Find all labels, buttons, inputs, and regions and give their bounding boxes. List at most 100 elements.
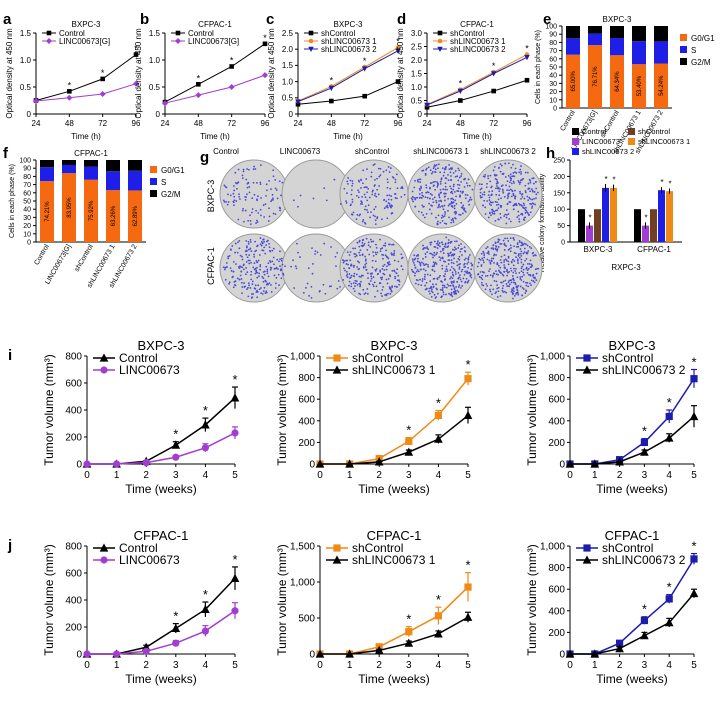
colony-dot bbox=[440, 178, 443, 181]
colony-dot bbox=[264, 203, 267, 206]
colony-dot bbox=[359, 285, 361, 288]
colony-dot bbox=[458, 263, 460, 266]
colony-dot bbox=[509, 173, 512, 176]
colony-dot bbox=[525, 258, 528, 260]
colony-dot bbox=[381, 295, 383, 297]
colony-dot bbox=[433, 264, 436, 266]
colony-dot bbox=[428, 202, 430, 205]
x-tick-label: 5 bbox=[691, 660, 697, 671]
colony-dot bbox=[418, 210, 420, 213]
significance-star: * bbox=[612, 176, 615, 185]
colony-dot bbox=[504, 258, 507, 261]
y-tick-label: 60 bbox=[23, 190, 31, 197]
colony-dot bbox=[416, 260, 419, 263]
colony-dot bbox=[411, 198, 414, 201]
colony-dot bbox=[463, 209, 466, 211]
x-axis-label: Time (weeks) bbox=[358, 672, 430, 686]
colony-dot bbox=[434, 188, 437, 191]
x-tick-label: 3 bbox=[642, 470, 648, 481]
data-point bbox=[463, 612, 473, 621]
colony-dot bbox=[257, 212, 260, 214]
colony-dot bbox=[422, 195, 425, 198]
bar-value-label: 65.00% bbox=[571, 71, 577, 92]
colony-dot bbox=[431, 265, 434, 268]
colony-dot bbox=[514, 283, 517, 286]
colony-dot bbox=[470, 262, 473, 265]
colony-dot bbox=[238, 195, 241, 198]
colony-dot bbox=[524, 259, 526, 262]
colony-dot bbox=[394, 285, 396, 288]
colony-dot bbox=[503, 264, 506, 266]
colony-dot bbox=[389, 287, 392, 289]
colony-dot bbox=[362, 238, 365, 241]
colony-dot bbox=[412, 271, 415, 273]
colony-dot bbox=[374, 243, 377, 246]
colony-dot bbox=[420, 284, 423, 286]
x-tick-label: 24 bbox=[32, 119, 41, 128]
data-point bbox=[171, 623, 181, 632]
data-point bbox=[615, 643, 624, 653]
y-tick-label: 400 bbox=[298, 416, 315, 427]
colony-dot bbox=[464, 257, 467, 260]
colony-dot bbox=[499, 212, 502, 215]
colony-dot bbox=[259, 268, 262, 271]
colony-dot bbox=[419, 196, 422, 199]
colony-dot bbox=[515, 246, 518, 248]
colony-dot bbox=[496, 201, 499, 204]
significance-star: * bbox=[525, 44, 529, 54]
colony-dot bbox=[450, 221, 452, 224]
data-point bbox=[457, 88, 464, 95]
colony-dot bbox=[278, 284, 280, 287]
data-point bbox=[142, 459, 150, 467]
colony-dot bbox=[238, 278, 241, 281]
colony-dot bbox=[488, 288, 491, 291]
colony-dot bbox=[532, 202, 535, 205]
colony-dot bbox=[532, 177, 535, 180]
colony-dot bbox=[520, 179, 522, 182]
colony-dot bbox=[440, 257, 442, 260]
colony-dot bbox=[366, 292, 369, 295]
colony-dot bbox=[374, 260, 377, 263]
colony-dot bbox=[485, 283, 488, 285]
colony-dot bbox=[453, 249, 456, 252]
colony-dot bbox=[386, 282, 389, 285]
colony-dot bbox=[509, 188, 512, 191]
legend-swatch bbox=[628, 128, 635, 135]
x-tick-label: 4 bbox=[666, 660, 672, 671]
colony-dot bbox=[526, 244, 529, 247]
colony-dot bbox=[263, 286, 266, 289]
colony-dot bbox=[504, 213, 507, 216]
colony-dot bbox=[251, 211, 253, 214]
colony-dot bbox=[364, 196, 367, 199]
data-point bbox=[201, 627, 209, 635]
colony-dot bbox=[451, 217, 454, 220]
colony-dot bbox=[417, 283, 420, 286]
colony-dot bbox=[509, 279, 512, 282]
colony-dot bbox=[438, 196, 441, 199]
colony-dot bbox=[523, 247, 526, 250]
colony-dot bbox=[413, 264, 416, 266]
colony-dot bbox=[356, 213, 359, 216]
bar-value-label: 64.34% bbox=[615, 71, 621, 92]
colony-dot bbox=[368, 282, 370, 285]
significance-star: * bbox=[642, 424, 647, 439]
colony-dot bbox=[378, 282, 381, 284]
colony-dot bbox=[482, 204, 484, 207]
colony-dot bbox=[506, 194, 509, 197]
colony-dot bbox=[528, 214, 530, 216]
bar bbox=[642, 225, 649, 242]
bar-segment bbox=[588, 45, 602, 108]
colony-dot bbox=[304, 286, 307, 289]
colony-dot bbox=[383, 273, 386, 276]
x-tick-label: 4 bbox=[203, 470, 209, 481]
colony-dot bbox=[534, 276, 536, 279]
colony-dot bbox=[516, 286, 519, 288]
colony-dot bbox=[522, 177, 525, 180]
colony-dot bbox=[386, 217, 389, 220]
data-point bbox=[333, 354, 341, 362]
colony-dot bbox=[534, 268, 537, 271]
colony-dot bbox=[393, 259, 396, 262]
colony-dot bbox=[515, 202, 517, 205]
y-tick-label: 0 bbox=[561, 240, 565, 247]
colony-dot bbox=[537, 191, 539, 194]
